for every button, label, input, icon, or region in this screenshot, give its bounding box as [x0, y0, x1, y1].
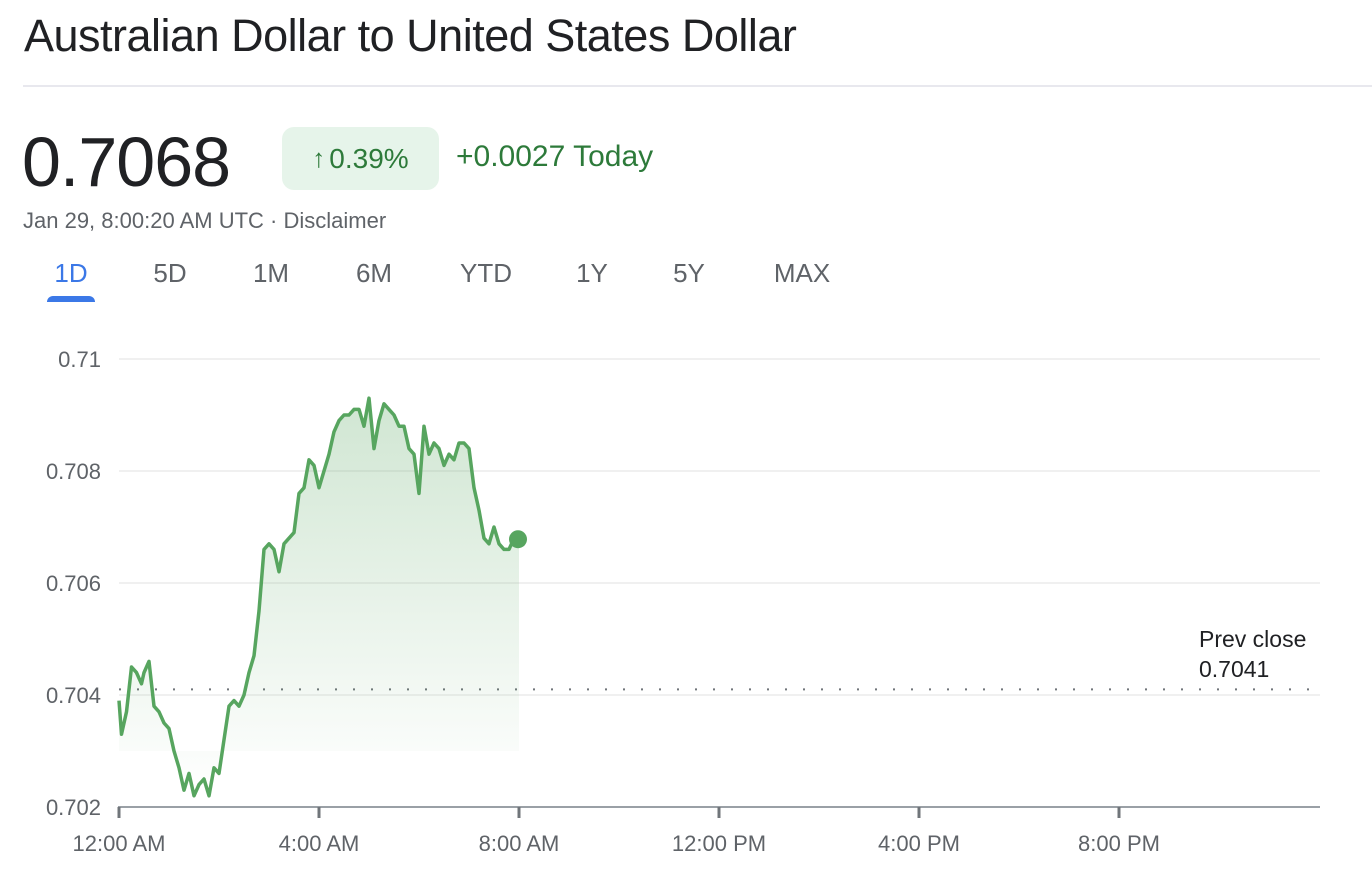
y-tick-label: 0.704	[46, 683, 101, 708]
x-tick-label: 12:00 AM	[73, 831, 166, 856]
x-tick-label: 12:00 PM	[672, 831, 766, 856]
active-tab-indicator	[47, 296, 95, 302]
change-absolute: +0.0027 Today	[456, 140, 654, 173]
y-axis-labels: 0.702 0.704 0.706 0.708 0.71	[46, 347, 101, 820]
meta-separator: ·	[270, 208, 278, 233]
tab-6m[interactable]: 6M	[355, 258, 393, 288]
prev-close-value: 0.7041	[1199, 656, 1270, 682]
y-tick-label: 0.708	[46, 459, 101, 484]
y-tick-label: 0.702	[46, 795, 101, 820]
x-tick-label: 4:00 AM	[279, 831, 360, 856]
y-tick-label: 0.71	[58, 347, 101, 372]
prev-close-annotation: Prev close 0.7041	[1199, 624, 1306, 684]
price-line	[117, 396, 519, 798]
tab-1d[interactable]: 1D	[54, 258, 88, 288]
current-price: 0.7068	[22, 123, 231, 201]
tab-5y[interactable]: 5Y	[673, 258, 705, 288]
page-title: Australian Dollar to United States Dolla…	[24, 10, 797, 61]
tab-ytd[interactable]: YTD	[460, 258, 512, 288]
y-tick-label: 0.706	[46, 571, 101, 596]
tab-5d[interactable]: 5D	[153, 258, 187, 288]
tab-1m[interactable]: 1M	[252, 258, 290, 288]
header-divider	[23, 85, 1372, 87]
range-tabs: 1D 5D 1M 6M YTD 1Y 5Y MAX	[0, 258, 900, 308]
tab-max[interactable]: MAX	[773, 258, 831, 288]
disclaimer-link[interactable]: Disclaimer	[283, 208, 387, 233]
x-tick-label: 8:00 AM	[479, 831, 560, 856]
x-tick-label: 8:00 PM	[1078, 831, 1160, 856]
prev-close-label: Prev close	[1199, 626, 1307, 652]
change-percent: 0.39%	[329, 142, 409, 174]
x-axis: 12:00 AM 4:00 AM 8:00 AM 12:00 PM 4:00 PM 8:0…	[73, 806, 1320, 856]
quote-timestamp: Jan 29, 8:00:20 AM UTC	[23, 208, 264, 233]
quote-meta: Jan 29, 8:00:20 AM UTC · Disclaimer	[23, 208, 386, 234]
change-percent-badge: ↑ 0.39%	[282, 127, 439, 190]
x-tick-label: 4:00 PM	[878, 831, 960, 856]
price-area-fill	[119, 398, 519, 796]
tab-1y[interactable]: 1Y	[576, 258, 608, 288]
last-price-dot	[509, 530, 527, 549]
arrow-up-icon: ↑	[312, 143, 326, 173]
